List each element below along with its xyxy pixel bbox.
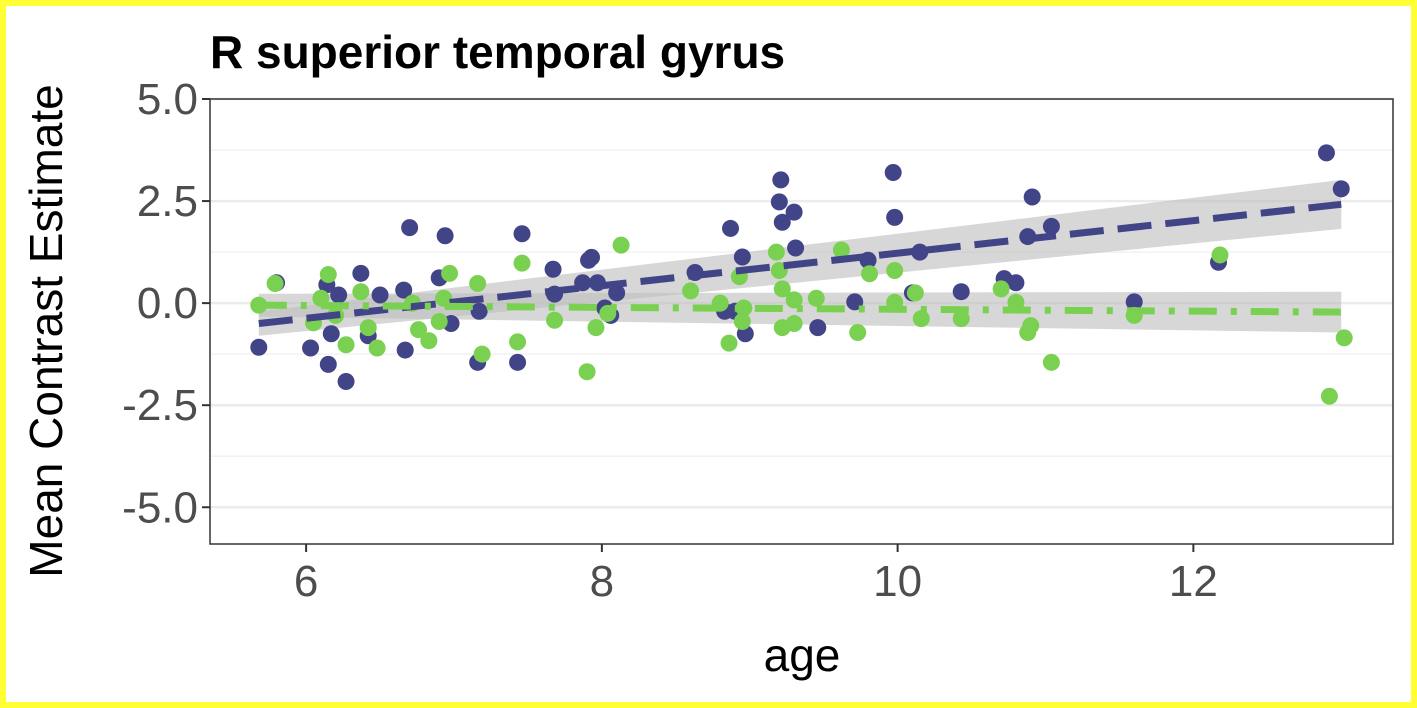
y-tick-label: -2.5 <box>122 381 198 430</box>
data-point-2 <box>441 264 459 282</box>
data-point-1 <box>608 284 626 302</box>
data-point-2 <box>578 363 596 381</box>
data-point-2 <box>612 236 630 254</box>
data-point-2 <box>509 333 527 351</box>
data-point-1 <box>470 302 488 320</box>
data-point-1 <box>352 264 370 282</box>
data-point-2 <box>1211 246 1229 264</box>
data-point-2 <box>1335 329 1353 347</box>
data-point-2 <box>420 332 438 350</box>
data-point-1 <box>886 208 904 226</box>
chart-frame: R superior temporal gyrus age Mean Contr… <box>6 6 1411 702</box>
y-tick-label: 0.0 <box>137 279 198 328</box>
data-point-2 <box>359 319 377 337</box>
data-point-1 <box>1023 188 1041 206</box>
data-point-1 <box>544 260 562 278</box>
data-point-2 <box>720 334 738 352</box>
data-point-1 <box>787 239 805 257</box>
data-point-2 <box>546 311 564 329</box>
data-point-1 <box>319 355 337 373</box>
data-point-2 <box>773 280 791 298</box>
x-tick-label: 8 <box>590 557 614 606</box>
x-tick-label: 10 <box>873 557 922 606</box>
data-point-2 <box>1320 387 1338 405</box>
data-point-2 <box>1042 353 1060 371</box>
data-point-2 <box>807 289 825 307</box>
data-point-2 <box>337 336 355 354</box>
y-tick-label: 5.0 <box>137 75 198 124</box>
data-point-2 <box>368 339 386 357</box>
data-point-2 <box>992 280 1010 298</box>
data-point-2 <box>319 266 337 284</box>
data-point-2 <box>682 282 700 300</box>
x-axis-title: age <box>764 629 841 681</box>
y-tick-label: -5.0 <box>122 483 198 532</box>
data-point-1 <box>1332 180 1350 198</box>
data-point-2 <box>785 291 803 309</box>
fit-line-2 <box>258 301 1342 316</box>
data-point-1 <box>772 171 790 189</box>
data-point-1 <box>513 225 531 243</box>
data-point-2 <box>435 289 453 307</box>
data-point-1 <box>337 373 355 391</box>
data-point-1 <box>401 219 419 237</box>
data-point-2 <box>1022 317 1040 335</box>
data-point-2 <box>410 321 428 339</box>
x-tick-label: 12 <box>1169 557 1218 606</box>
panel-border <box>209 98 1394 545</box>
data-point-1 <box>722 219 740 237</box>
confidence-bands <box>258 179 1342 336</box>
data-point-2 <box>473 345 491 363</box>
data-point-1 <box>1042 217 1060 235</box>
data-point-1 <box>733 248 751 266</box>
data-point-1 <box>1125 293 1143 311</box>
data-point-1 <box>785 203 803 221</box>
fit-lines <box>258 200 1342 328</box>
data-point-1 <box>952 283 970 301</box>
data-point-2 <box>952 310 970 328</box>
y-axis-title: Mean Contrast Estimate <box>20 84 72 577</box>
y-tick-label: 2.5 <box>137 177 198 226</box>
data-point-2 <box>735 299 753 317</box>
data-point-2 <box>861 265 879 283</box>
data-point-2 <box>785 315 803 333</box>
data-point-2 <box>832 241 850 259</box>
data-point-2 <box>587 319 605 337</box>
data-point-2 <box>430 313 448 330</box>
data-point-1 <box>322 325 340 343</box>
data-point-1 <box>583 248 601 266</box>
data-point-2 <box>266 275 284 293</box>
data-point-2 <box>849 324 867 342</box>
data-point-2 <box>469 275 487 293</box>
data-point-2 <box>912 310 930 328</box>
data-point-1 <box>371 286 389 304</box>
data-point-1 <box>1317 144 1335 162</box>
data-point-1 <box>773 213 791 231</box>
data-point-2 <box>886 261 904 279</box>
data-point-1 <box>1007 274 1025 292</box>
data-point-2 <box>767 243 785 261</box>
data-point-2 <box>906 284 924 302</box>
chart-title: R superior temporal gyrus <box>210 26 785 78</box>
data-point-1 <box>509 353 527 371</box>
data-point-1 <box>250 338 268 356</box>
data-point-2 <box>352 283 370 301</box>
fit-line-1 <box>258 200 1342 328</box>
x-tick-label: 6 <box>294 557 318 606</box>
data-point-1 <box>395 281 413 299</box>
data-point-1 <box>884 163 902 181</box>
data-point-2 <box>513 254 531 272</box>
axes: 5.0 2.5 0.0 -2.5 -5.0 6 8 10 12 <box>122 75 1218 606</box>
data-point-1 <box>770 193 788 211</box>
data-point-1 <box>809 319 827 337</box>
data-point-1 <box>302 339 320 357</box>
data-point-2 <box>770 261 788 279</box>
data-point-2 <box>733 313 751 330</box>
data-point-1 <box>330 286 348 304</box>
data-point-1 <box>396 341 414 359</box>
data-point-1 <box>436 227 454 245</box>
data-point-1 <box>911 243 929 261</box>
scatter-chart: R superior temporal gyrus age Mean Contr… <box>20 26 1394 681</box>
